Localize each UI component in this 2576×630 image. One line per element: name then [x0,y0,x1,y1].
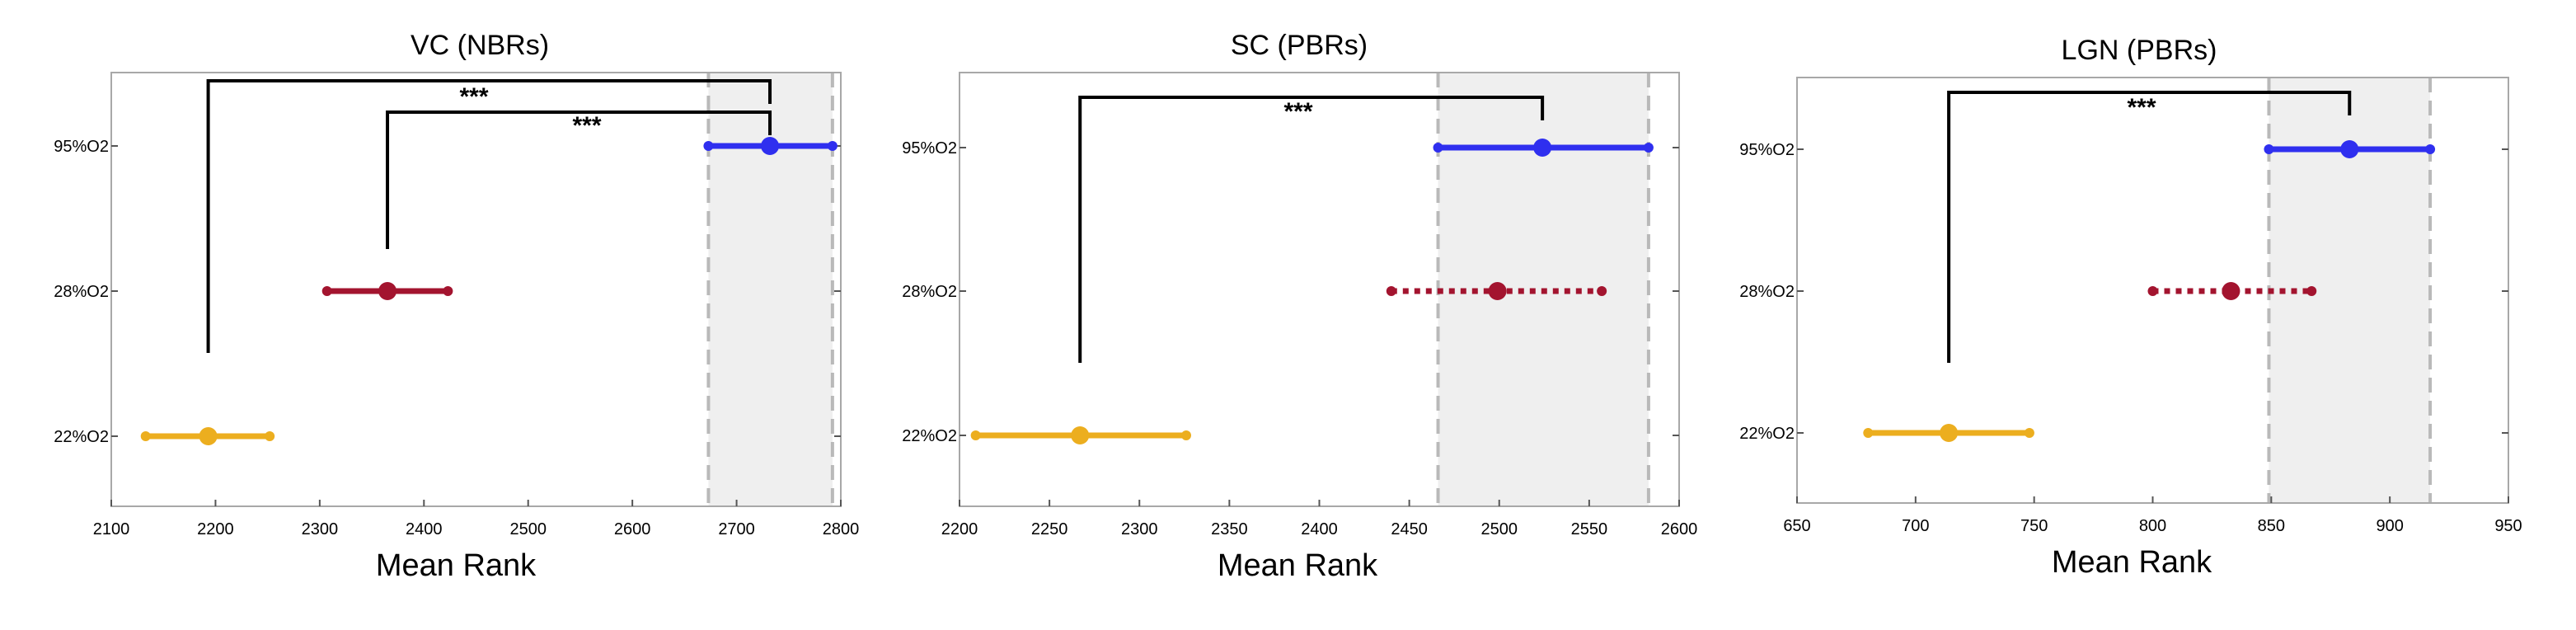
significance-bracket [1078,96,1545,363]
x-tick-label: 2250 [1031,520,1068,538]
x-tick-label: 950 [2494,517,2522,535]
x-tick-label: 2600 [614,520,651,538]
mean-marker [1488,282,1507,300]
y-category-label: 28%O2 [1739,283,1795,301]
x-tick-label: 2400 [406,520,443,538]
x-tick-label: 650 [1783,517,1810,535]
mean-marker [2340,140,2359,158]
x-tick-label: 2500 [509,520,547,538]
significance-bracket [386,110,772,249]
x-tick-label: 2400 [1301,520,1338,538]
y-category-label: 28%O2 [902,283,957,301]
x-tick-label: 2450 [1391,520,1428,538]
x-tick-label: 2300 [302,520,339,538]
y-category-label: 22%O2 [902,427,957,445]
x-tick-label: 700 [1902,517,1929,535]
x-tick-label: 800 [2139,517,2166,535]
mean-marker [761,137,780,155]
interval-end-high [265,431,275,441]
x-tick-label: 2100 [93,520,130,538]
interval-end-high [1180,430,1191,440]
interval-end-low [140,431,151,441]
significance-bracket [206,79,772,353]
interval-end-high [827,141,838,151]
mean-marker [1071,426,1090,444]
x-tick-label: 900 [2376,517,2403,535]
x-axis-label: Mean Rank [1218,548,1378,583]
x-tick-label: 2600 [1661,520,1698,538]
significance-label: *** [2127,94,2156,121]
x-tick-label: 2550 [1571,520,1608,538]
significance-label: *** [572,112,601,139]
x-axis-label: Mean Rank [2052,545,2212,580]
interval-end-low [703,141,714,151]
y-category-label: 95%O2 [54,138,109,156]
x-tick-label: 850 [2258,517,2285,535]
interval-end-high [2425,144,2436,154]
chart-panel-3: 650 700 750 800 850 900 950 22%O2 28%O2 95%O2 *** L… [1739,35,2522,580]
x-tick-label: 2700 [718,520,755,538]
interval-end-low [970,430,981,440]
interval-end-low [1863,428,1874,438]
y-category-label: 95%O2 [1739,141,1795,159]
mean-marker [1940,424,1959,442]
mean-marker [1533,139,1552,157]
x-tick-label: 2350 [1211,520,1248,538]
interval-end-high [2024,428,2034,438]
y-category-label: 22%O2 [54,428,109,446]
interval-end-high [443,286,453,296]
plot-frame [110,72,842,507]
x-tick-label: 750 [2020,517,2048,535]
interval-end-high [1643,143,1654,153]
chart-panel-1: 2100 2200 2300 2400 2500 2600 2700 2800 22%O2 28%… [54,30,859,583]
x-tick-label: 2200 [941,520,978,538]
significance-label: *** [1283,98,1312,125]
significance-label: *** [459,83,488,110]
x-tick-label: 2800 [823,520,860,538]
x-tick-label: 2500 [1481,520,1518,538]
interval-end-high [2306,286,2317,296]
chart-title: VC (NBRs) [411,30,549,61]
y-category-label: 95%O2 [902,139,957,158]
chart-title: LGN (PBRs) [2062,35,2217,66]
interval-end-low [2264,144,2274,154]
mean-marker [199,427,218,445]
x-tick-label: 2300 [1121,520,1158,538]
significance-bracket [1947,91,2352,363]
interval-end-high [1597,286,1607,296]
mean-marker [2222,282,2241,300]
x-tick-label: 2200 [197,520,234,538]
interval-end-low [1433,143,1443,153]
y-category-label: 22%O2 [1739,425,1795,443]
x-axis-label: Mean Rank [376,548,537,583]
mean-marker [378,282,397,300]
chart-panel-2: 2200 2250 2300 2350 2400 2450 2500 2550 2600 22%O… [902,30,1697,583]
interval-end-low [321,286,332,296]
y-category-label: 28%O2 [54,283,109,301]
chart-title: SC (PBRs) [1231,30,1368,61]
interval-end-low [2147,286,2158,296]
interval-end-low [1386,286,1396,296]
